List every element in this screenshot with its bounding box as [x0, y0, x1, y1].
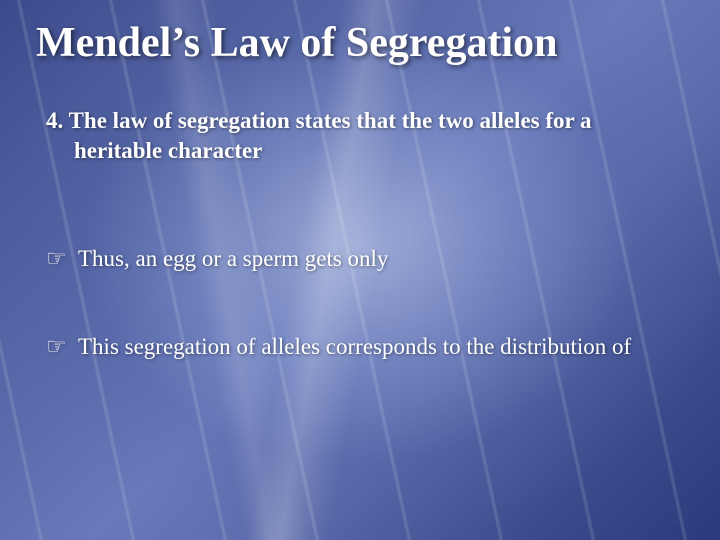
bullet-text: Thus, an egg or a sperm gets only	[78, 246, 388, 271]
numbered-point: 4. The law of segregation states that th…	[46, 106, 684, 166]
point-number: 4.	[46, 108, 63, 133]
bullet-text: This segregation of alleles corresponds …	[78, 334, 631, 359]
slide-body: 4. The law of segregation states that th…	[36, 106, 684, 362]
bullet-item: This segregation of alleles corresponds …	[46, 332, 684, 362]
bullet-item: Thus, an egg or a sperm gets only	[46, 244, 684, 274]
slide: Mendel’s Law of Segregation 4. The law o…	[0, 0, 720, 540]
point-text: The law of segregation states that the t…	[69, 108, 592, 163]
slide-title: Mendel’s Law of Segregation	[36, 20, 684, 66]
